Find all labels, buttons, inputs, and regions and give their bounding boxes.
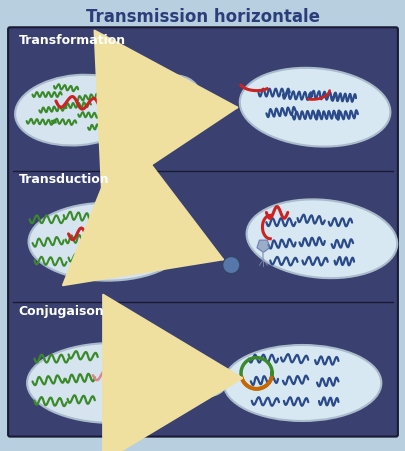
Ellipse shape bbox=[141, 105, 190, 139]
Ellipse shape bbox=[187, 369, 226, 396]
Ellipse shape bbox=[246, 199, 396, 278]
Text: Transduction: Transduction bbox=[19, 173, 109, 186]
FancyBboxPatch shape bbox=[8, 28, 397, 437]
Text: Transformation: Transformation bbox=[19, 34, 126, 47]
Ellipse shape bbox=[27, 343, 197, 423]
Ellipse shape bbox=[239, 68, 390, 147]
Text: Transmission horizontale: Transmission horizontale bbox=[86, 8, 319, 26]
Circle shape bbox=[222, 256, 239, 274]
Ellipse shape bbox=[141, 75, 199, 120]
Ellipse shape bbox=[134, 103, 164, 127]
Ellipse shape bbox=[28, 202, 186, 281]
Text: Conjugaison: Conjugaison bbox=[19, 305, 104, 318]
Ellipse shape bbox=[98, 89, 142, 126]
Ellipse shape bbox=[15, 75, 141, 146]
Ellipse shape bbox=[223, 345, 380, 421]
